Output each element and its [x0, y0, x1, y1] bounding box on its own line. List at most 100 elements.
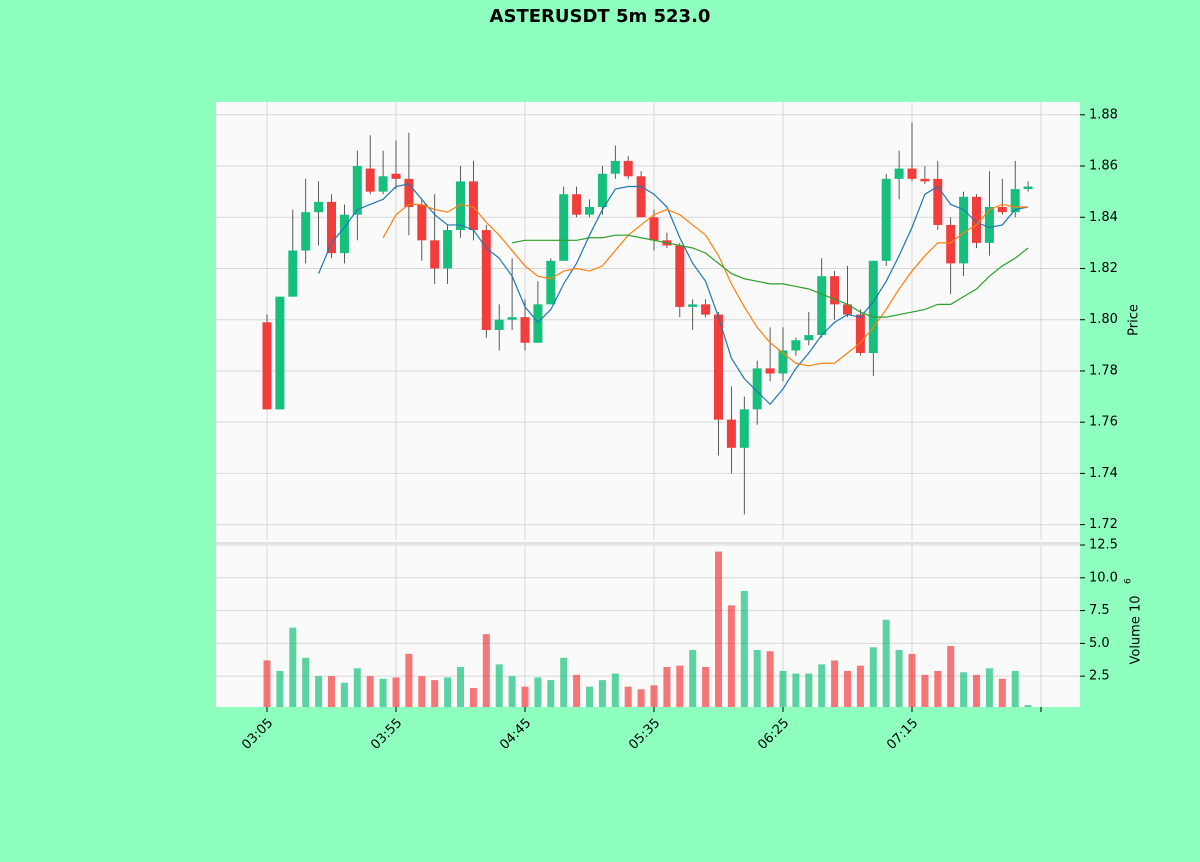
candle-body — [262, 322, 272, 410]
y-tick-label: 1.86 — [1089, 159, 1118, 174]
candle-body — [881, 178, 891, 261]
volume-tick-label: 2.5 — [1089, 669, 1110, 684]
volume-bar — [444, 677, 452, 707]
volume-bar — [934, 670, 942, 707]
volume-bar — [276, 670, 284, 707]
volume-tick-label: 5.0 — [1089, 636, 1110, 651]
volume-bar — [302, 657, 310, 707]
volume-bar — [663, 666, 671, 707]
volume-bar — [869, 647, 877, 707]
candle-body — [623, 160, 633, 177]
candle-body — [301, 212, 311, 251]
x-tick-label: 05:35 — [626, 716, 663, 753]
candle-body — [494, 319, 504, 330]
volume-bar — [521, 686, 529, 707]
candle-body — [894, 168, 904, 179]
candle-body — [1010, 189, 1020, 213]
candle-body — [817, 276, 827, 336]
moving-average-line — [318, 183, 1029, 406]
volume-bar — [547, 680, 555, 707]
candle-body — [378, 176, 388, 192]
candle-body — [959, 196, 969, 264]
volume-bar — [482, 634, 490, 707]
candle-body — [610, 160, 620, 174]
volume-bar — [457, 666, 464, 707]
volume-bar — [792, 673, 800, 707]
candle-body — [1023, 186, 1033, 190]
volume-bar — [702, 666, 710, 707]
candle-body — [533, 304, 543, 343]
candle-body — [352, 166, 362, 215]
volume-bar — [844, 670, 851, 707]
candle-body — [417, 204, 427, 241]
candle-body — [365, 168, 375, 192]
y-tick-label: 1.82 — [1089, 261, 1118, 276]
candle-body — [339, 214, 349, 254]
volume-bar — [947, 646, 955, 707]
chart-title: ASTERUSDT 5m 523.0 — [490, 6, 711, 27]
volume-bar — [985, 668, 993, 707]
x-tick-label: 04:45 — [497, 716, 534, 753]
candle-body — [778, 350, 788, 374]
volume-axis-label: Volume 10 — [1129, 595, 1144, 664]
candle-body — [830, 276, 840, 305]
candle-body — [572, 194, 582, 215]
y-tick-label: 1.80 — [1089, 312, 1118, 327]
volume-bar — [689, 649, 697, 707]
volume-bar — [560, 657, 568, 707]
volume-bar — [637, 689, 645, 707]
candle-body — [327, 201, 336, 254]
candle-body — [907, 168, 917, 179]
volume-bar — [908, 653, 916, 707]
volume-bar — [882, 619, 890, 707]
y-tick-label: 1.74 — [1089, 466, 1118, 481]
volume-bar — [573, 674, 581, 707]
volume-bar — [856, 665, 864, 707]
candle-body — [481, 230, 491, 330]
volume-bar — [353, 668, 361, 707]
y-tick-label: 1.84 — [1089, 210, 1118, 225]
candle-body — [404, 178, 414, 208]
candle-body — [520, 317, 530, 343]
candle-body — [855, 314, 865, 354]
volume-bar — [766, 651, 774, 707]
y-axis-label: Price — [1127, 304, 1142, 336]
x-tick-label: 03:05 — [239, 716, 276, 753]
volume-bar — [1011, 670, 1019, 707]
candle-body — [972, 196, 981, 243]
candle-body — [597, 173, 607, 208]
x-tick-label: 03:55 — [368, 716, 405, 753]
volume-bar — [586, 686, 593, 707]
volume-bar — [1024, 705, 1032, 707]
candle-body — [430, 240, 440, 269]
candle-body — [765, 368, 775, 374]
candle-body — [726, 419, 736, 448]
candle-body — [920, 178, 930, 182]
x-tick-label: 07:15 — [884, 716, 921, 753]
candle-body — [804, 335, 814, 341]
candle-body — [636, 176, 646, 218]
candle-body — [688, 304, 698, 307]
volume-bar — [831, 660, 839, 707]
candle-body — [649, 217, 659, 241]
volume-bar — [340, 682, 348, 707]
candle-body — [585, 207, 594, 215]
candle-body — [507, 317, 517, 320]
candle-body — [946, 224, 956, 264]
volume-bar — [611, 673, 619, 707]
volume-bar — [534, 677, 542, 707]
volume-bar — [818, 664, 826, 707]
volume-bar — [779, 670, 787, 707]
volume-bar — [431, 680, 439, 707]
candle-body — [791, 340, 801, 351]
volume-bar — [998, 678, 1006, 707]
volume-bar — [650, 685, 658, 707]
volume-tick-label: 10.0 — [1089, 570, 1118, 585]
candle-body — [701, 304, 711, 315]
candle-body — [288, 250, 298, 297]
candle-body — [559, 194, 569, 261]
candle-body — [546, 260, 556, 305]
volume-tick-label: 12.5 — [1089, 538, 1118, 553]
candle-body — [984, 207, 994, 243]
